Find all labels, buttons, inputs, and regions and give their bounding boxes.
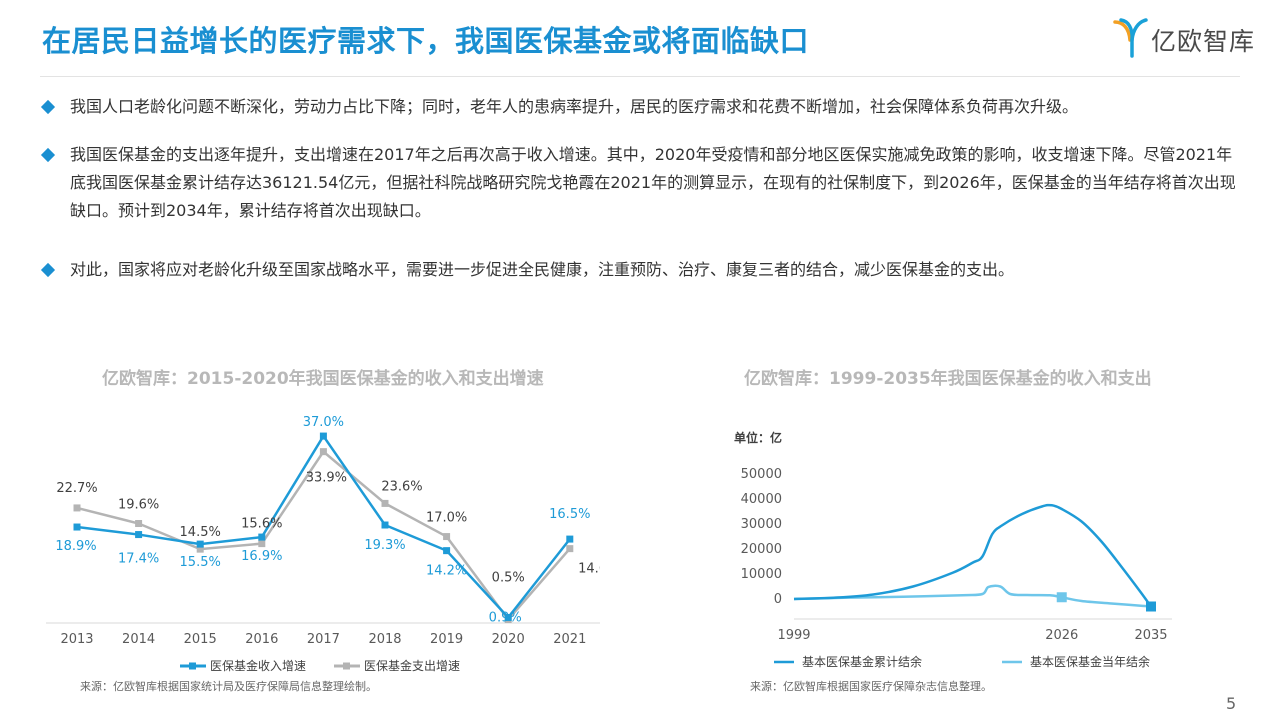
x-tick-label: 2035 [1134,628,1167,643]
data-point [566,545,574,553]
bullet-text: 我国人口老龄化问题不断深化，劳动力占比下降；同时，老年人的患病率提升，居民的医疗… [70,97,1079,116]
x-tick-label: 2014 [122,632,155,647]
data-label: 18.9% [55,539,96,554]
data-point [319,432,327,440]
x-tick-label: 2018 [368,632,401,647]
data-label: 14.2% [426,564,467,579]
data-point [381,521,389,529]
x-tick-label: 2020 [492,632,525,647]
data-point [443,533,451,541]
x-tick-label: 2019 [430,632,463,647]
brand-logo: 亿欧智库 [1113,16,1263,60]
data-label: 19.6% [118,498,159,513]
data-label: 0.5% [492,570,525,585]
data-label: 37.0% [303,415,344,430]
data-point [258,533,266,541]
x-tick-label: 2016 [245,632,278,647]
data-label: 17.4% [118,552,159,567]
data-point [443,547,451,555]
y-tick-label: 50000 [741,467,782,482]
x-tick-label: 2015 [184,632,217,647]
data-point [504,613,512,621]
data-point [1056,592,1067,603]
diamond-bullet-icon [40,262,56,278]
data-label: 23.6% [381,479,422,494]
chart-source-growth: 来源：亿欧智库根据国家统计局及医疗保障局信息整理绘制。 [80,680,377,693]
page-number: 5 [1226,694,1237,713]
data-label: 15.5% [180,555,221,570]
data-point [258,540,266,548]
logo-text: 亿欧智库 [1151,27,1256,56]
legend-marker [343,662,350,670]
bullet-text: 我国医保基金的支出逐年提升，支出增速在2017年之后再次高于收入增速。其中，20… [70,145,1236,220]
series-line [793,503,1153,608]
bullet-item: 对此，国家将应对老龄化升级至国家战略水平，需要进一步促进全民健康，注重预防、治疗… [40,256,1245,284]
data-point [196,545,204,553]
fund-balance-chart: 单位：亿 50000 40000 30000 20000 10000 0 1999 2026 20… [734,430,1172,669]
chart-title-growth: 亿欧智库：2015-2020年我国医保基金的收入和支出增速 [102,369,544,389]
bullet-item: 我国医保基金的支出逐年提升，支出增速在2017年之后再次高于收入增速。其中，20… [40,141,1245,225]
header-divider [40,76,1240,77]
diamond-bullet-icon [40,99,56,115]
data-point [1146,601,1156,612]
legend-label: 医保基金收入增速 [210,658,306,673]
data-point [319,448,327,456]
legend-label: 医保基金支出增速 [364,658,460,673]
data-point [73,504,81,512]
x-tick-label: 2026 [1045,628,1078,643]
diamond-bullet-icon [40,147,56,163]
legend-label: 基本医保基金累计结余 [802,654,922,669]
data-label: 22.7% [56,481,97,496]
y-tick-label: 30000 [741,517,782,532]
x-tick-label: 2013 [60,632,93,647]
series-line [793,584,1152,608]
data-point [381,499,389,507]
growth-line-chart: 2013 2014 2015 2016 2017 2018 2019 2020 2021 18.9… [46,415,600,673]
page-title: 在居民日益增长的医疗需求下，我国医保基金或将面临缺口 [42,24,810,58]
data-label: 33.9% [306,471,347,486]
data-label: 0.9% [489,610,522,625]
series-line [76,433,571,620]
data-point [73,523,81,531]
legend-label: 基本医保基金当年结余 [1030,654,1150,669]
x-tick-label: 1999 [777,628,810,643]
chart-title-fund: 亿欧智库：1999-2035年我国医保基金的收入和支出 [744,369,1152,389]
logo-icon [1113,18,1148,58]
data-label: 16.5% [549,507,590,522]
y-tick-label: 10000 [741,567,782,582]
x-tick-label: 2017 [307,632,340,647]
y-tick-label: 0 [774,592,782,607]
y-tick-label: 40000 [741,492,782,507]
data-point [135,520,143,528]
data-point [196,540,204,548]
data-label: 17.0% [426,511,467,526]
y-tick-label: 20000 [741,542,782,557]
unit-label: 单位：亿 [734,430,782,445]
x-tick-label: 2021 [553,632,586,647]
data-label: 15.6% [241,517,282,532]
data-label: 14.5% [180,525,221,540]
data-point [135,531,143,539]
data-label: 16.9% [241,549,282,564]
data-point [566,535,574,543]
data-label: 14.6% [578,562,600,577]
chart-source-fund: 来源：亿欧智库根据国家医疗保障杂志信息整理。 [750,680,992,693]
data-label: 19.3% [364,538,405,553]
bullet-item: 我国人口老龄化问题不断深化，劳动力占比下降；同时，老年人的患病率提升，居民的医疗… [40,93,1245,121]
bullet-text: 对此，国家将应对老龄化升级至国家战略水平，需要进一步促进全民健康，注重预防、治疗… [70,260,1015,279]
legend-marker [189,662,196,670]
